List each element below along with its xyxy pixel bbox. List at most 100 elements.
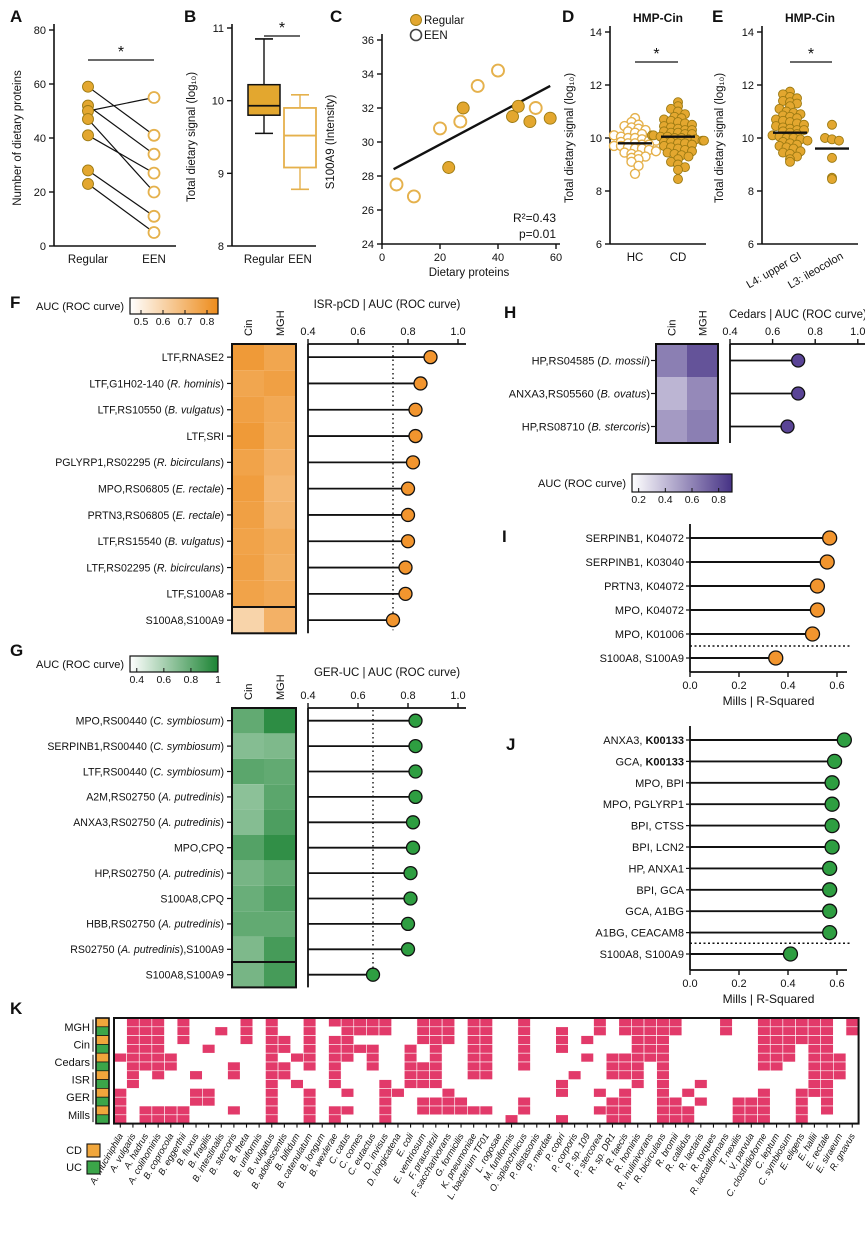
presence-cell <box>479 1017 493 1028</box>
presence-cell <box>113 1052 127 1063</box>
svg-text:SERPINB1,RS00440 (C. symbiosum: SERPINB1,RS00440 (C. symbiosum) <box>47 741 224 753</box>
presence-cell <box>631 1061 645 1072</box>
presence-cell <box>429 1044 443 1054</box>
presence-cell <box>353 1044 367 1054</box>
svg-text:Regular: Regular <box>68 254 108 266</box>
svg-text:11: 11 <box>213 23 224 35</box>
presence-cell <box>467 1105 481 1116</box>
heat-cell <box>656 410 687 443</box>
panel-b-chart: 8 9 10 11 Total dietary signal (log₁₀) Regula… <box>186 20 317 266</box>
lollipop-dot <box>408 738 423 754</box>
data-point <box>147 226 161 239</box>
presence-cell <box>429 1052 443 1063</box>
presence-cell <box>214 1026 228 1036</box>
heat-cell <box>264 860 296 886</box>
lollipop-dot <box>821 882 838 898</box>
svg-text:HP,RS02750 (A. putredinis): HP,RS02750 (A. putredinis) <box>95 868 224 880</box>
presence-cell <box>656 1052 670 1063</box>
presence-cell <box>593 1017 607 1028</box>
presence-cell <box>277 1035 291 1045</box>
presence-cell <box>126 1044 140 1054</box>
lollipop-dot <box>809 578 826 594</box>
svg-text:0.8: 0.8 <box>200 316 215 328</box>
svg-text:14: 14 <box>742 27 754 39</box>
presence-cell <box>668 1114 683 1124</box>
heat-cell <box>656 344 687 377</box>
presence-cell <box>580 1035 594 1045</box>
presence-cell <box>151 1017 165 1028</box>
presence-cell <box>517 1017 531 1028</box>
svg-text:GER-UC | AUC (ROC curve): GER-UC | AUC (ROC curve) <box>314 667 460 679</box>
lollipop-dot <box>782 946 799 962</box>
presence-cell <box>429 1096 443 1107</box>
presence-cell <box>605 1061 620 1072</box>
presence-cell <box>265 1079 279 1089</box>
heat-cell <box>264 708 296 734</box>
presence-cell <box>328 1105 342 1116</box>
presence-cell <box>782 1052 796 1063</box>
presence-cell <box>416 1061 430 1072</box>
heat-cell <box>264 936 296 962</box>
lollipop-dot <box>400 942 416 957</box>
lollipop-dot <box>824 817 840 834</box>
presence-cell <box>504 1114 519 1124</box>
presence-cell <box>820 1105 834 1116</box>
presence-cell <box>391 1088 405 1098</box>
lollipop-dot <box>408 764 423 779</box>
presence-cell <box>593 1088 607 1098</box>
presence-cell <box>744 1105 758 1116</box>
heat-cell <box>264 501 296 529</box>
lollipop-dot <box>821 530 838 546</box>
presence-cell <box>366 1017 380 1028</box>
panel-f-letter: F <box>10 293 21 312</box>
svg-text:MPO, BPI: MPO, BPI <box>635 778 684 790</box>
lollipop-dot <box>791 353 806 368</box>
svg-text:HMP-Cin: HMP-Cin <box>633 11 683 25</box>
presence-cell <box>631 1044 645 1054</box>
panel-a-letter: A <box>10 7 23 26</box>
panel-c-letter: C <box>330 7 343 26</box>
heat-cell <box>687 377 718 410</box>
presence-cell <box>113 1114 127 1124</box>
presence-cell <box>807 1017 822 1028</box>
presence-cell <box>403 1079 418 1089</box>
presence-cell <box>732 1105 746 1116</box>
lollipop-dot <box>405 815 421 830</box>
svg-text:BPI, GCA: BPI, GCA <box>636 885 684 897</box>
presence-cell <box>429 1017 443 1028</box>
presence-cell <box>416 1017 430 1028</box>
presence-cell <box>795 1017 809 1028</box>
lollipop-dot <box>365 967 381 982</box>
presence-cell <box>757 1088 771 1098</box>
svg-text:Dietary proteins: Dietary proteins <box>429 267 510 279</box>
svg-text:60: 60 <box>550 252 562 264</box>
lollipop-dot <box>768 650 784 666</box>
presence-cell <box>517 1096 531 1107</box>
svg-text:24: 24 <box>362 239 374 251</box>
data-point <box>629 168 641 179</box>
svg-text:MPO,CPQ: MPO,CPQ <box>174 843 224 855</box>
heat-cell <box>232 784 264 810</box>
presence-cell <box>807 1070 822 1080</box>
presence-cell <box>820 1061 834 1072</box>
presence-cell <box>769 1017 784 1028</box>
lollipop-dot <box>423 350 438 365</box>
lollipop-dot <box>408 789 423 805</box>
data-point <box>528 101 543 115</box>
heat-cell <box>232 809 264 835</box>
data-point <box>433 121 447 136</box>
presence-cell <box>151 1114 165 1124</box>
svg-text:0.6: 0.6 <box>157 674 172 686</box>
svg-text:0.2: 0.2 <box>731 680 746 692</box>
svg-text:0.6: 0.6 <box>765 326 780 338</box>
presence-cell <box>631 1017 645 1028</box>
svg-text:EEN: EEN <box>142 254 166 266</box>
heat-cell <box>232 475 264 502</box>
presence-cell <box>302 1044 317 1054</box>
panel-f-chart: AUC (ROC curve) 0.5 0.6 0.7 0.8 Cin MGH LTF,RNA… <box>36 297 466 635</box>
svg-text:BPI, LCN2: BPI, LCN2 <box>632 842 684 854</box>
presence-cell <box>366 1044 380 1054</box>
presence-cell <box>265 1026 279 1036</box>
data-point <box>785 156 795 167</box>
data-point <box>82 113 94 126</box>
